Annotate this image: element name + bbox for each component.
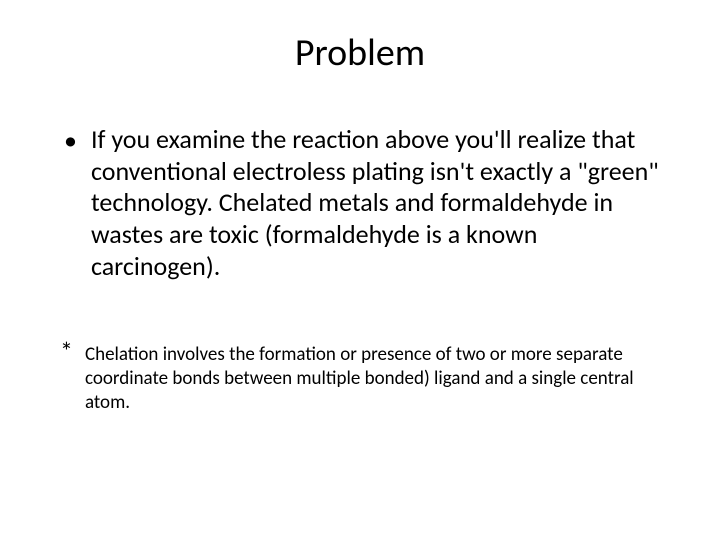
footnote-marker-icon: *	[60, 339, 73, 363]
bullet-item: • If you examine the reaction above you'…	[60, 124, 660, 283]
slide: Problem • If you examine the reaction ab…	[0, 0, 720, 540]
bullet-marker-icon: •	[64, 124, 77, 156]
slide-title: Problem	[60, 30, 660, 76]
bullet-text: If you examine the reaction above you'll…	[91, 124, 660, 283]
footnote-item: * Chelation involves the formation or pr…	[60, 339, 660, 416]
footnote-text: Chelation involves the formation or pres…	[85, 339, 660, 416]
